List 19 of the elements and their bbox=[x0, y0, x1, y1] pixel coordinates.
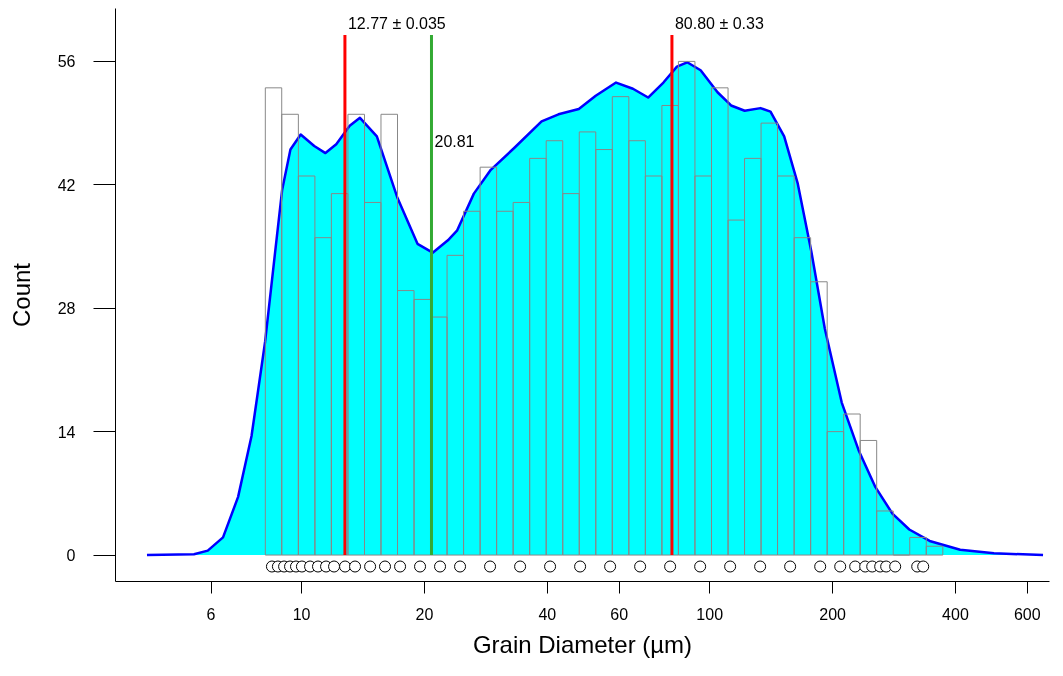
x-tick-label: 40 bbox=[538, 605, 557, 623]
x-tick-label: 6 bbox=[206, 605, 216, 623]
y-tick-label: 14 bbox=[57, 423, 76, 441]
x-tick-label: 100 bbox=[696, 605, 724, 623]
y-tick-label: 0 bbox=[66, 547, 76, 565]
y-tick-label: 28 bbox=[57, 300, 76, 318]
x-tick-label: 10 bbox=[292, 605, 311, 623]
x-tick-label: 20 bbox=[415, 605, 434, 623]
annotation: 12.77 ± 0.035 bbox=[347, 14, 446, 32]
x-tick-label: 600 bbox=[1013, 605, 1041, 623]
x-tick-label: 60 bbox=[610, 605, 629, 623]
x-tick-label: 400 bbox=[942, 605, 969, 623]
x-axis-title: Grain Diameter (µm) bbox=[472, 630, 693, 658]
y-axis-title: Count bbox=[7, 262, 35, 328]
annotation: 20.81 bbox=[434, 132, 475, 150]
y-tick-label: 56 bbox=[57, 53, 76, 71]
annotation: 80.80 ± 0.33 bbox=[674, 14, 764, 32]
x-tick-label: 200 bbox=[819, 605, 847, 623]
y-tick-label: 42 bbox=[57, 176, 76, 194]
